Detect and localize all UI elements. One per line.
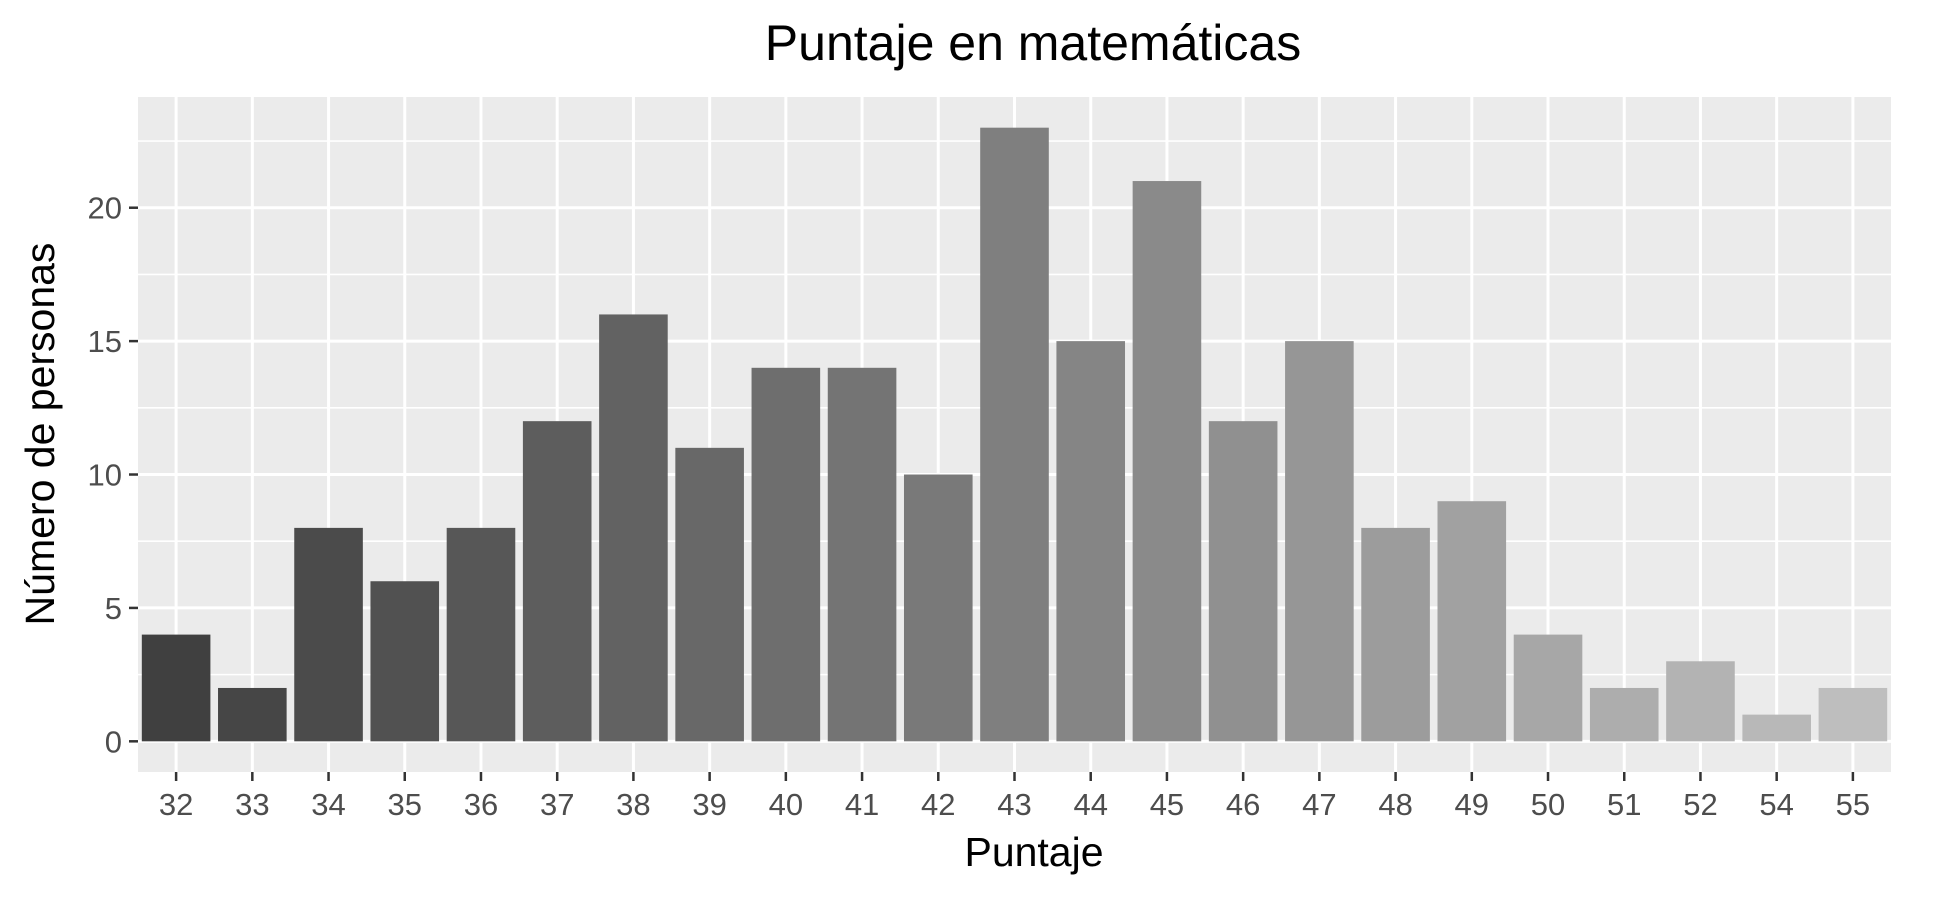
x-tick-label: 41	[845, 787, 879, 822]
x-axis-title: Puntaje	[964, 829, 1103, 875]
x-axis: 32 33 34 35 36 37 38 39 40 41 42 43 44 45 46 47 48 49 50 51…	[159, 772, 1870, 822]
y-axis: 0 5 10 15 20	[88, 191, 138, 759]
x-tick-label: 49	[1455, 787, 1489, 822]
x-tick-label: 47	[1302, 787, 1336, 822]
bar-41	[827, 367, 897, 742]
x-tick-label: 45	[1150, 787, 1184, 822]
x-tick-label: 39	[692, 787, 726, 822]
bar-40	[751, 367, 821, 742]
x-tick-label: 44	[1073, 787, 1107, 822]
y-tick-label: 20	[88, 191, 122, 226]
bar-44	[1056, 341, 1126, 742]
bar-52	[1666, 661, 1735, 742]
x-tick-label: 55	[1836, 787, 1870, 822]
x-tick-label: 35	[388, 787, 422, 822]
x-tick-label: 51	[1607, 787, 1641, 822]
bar-34	[294, 527, 363, 742]
bar-50	[1513, 634, 1583, 742]
bar-46	[1208, 421, 1278, 742]
bar-39	[675, 447, 744, 742]
bar-33	[218, 687, 287, 742]
x-tick-label: 42	[921, 787, 955, 822]
x-tick-label: 50	[1531, 787, 1565, 822]
bar-45	[1132, 181, 1202, 742]
y-tick-label: 10	[88, 458, 122, 493]
bar-42	[903, 474, 973, 742]
bar-36	[446, 527, 516, 742]
y-axis-title: Número de personas	[17, 243, 63, 626]
bar-37	[522, 421, 592, 742]
x-tick-label: 37	[540, 787, 574, 822]
y-tick-label: 5	[105, 591, 122, 626]
chart-title: Puntaje en matemáticas	[765, 15, 1301, 71]
x-tick-label: 32	[159, 787, 193, 822]
bar-47	[1285, 341, 1354, 742]
y-tick-label: 0	[105, 724, 122, 759]
x-tick-label: 46	[1226, 787, 1260, 822]
bar-43	[980, 127, 1049, 742]
x-tick-label: 34	[311, 787, 345, 822]
x-tick-label: 33	[235, 787, 269, 822]
bar-35	[370, 581, 440, 742]
bar-54	[1742, 714, 1811, 742]
x-tick-label: 54	[1759, 787, 1793, 822]
x-tick-label: 48	[1378, 787, 1412, 822]
bars	[141, 127, 1888, 742]
bar-32	[141, 634, 211, 742]
bar-38	[599, 314, 668, 742]
bar-55	[1818, 687, 1888, 742]
bar-48	[1361, 527, 1430, 742]
y-tick-label: 15	[88, 324, 122, 359]
x-tick-label: 40	[769, 787, 803, 822]
x-tick-label: 52	[1683, 787, 1717, 822]
bar-51	[1589, 687, 1659, 742]
x-tick-label: 36	[464, 787, 498, 822]
x-tick-label: 38	[616, 787, 650, 822]
bar-49	[1437, 501, 1507, 742]
x-tick-label: 43	[997, 787, 1031, 822]
